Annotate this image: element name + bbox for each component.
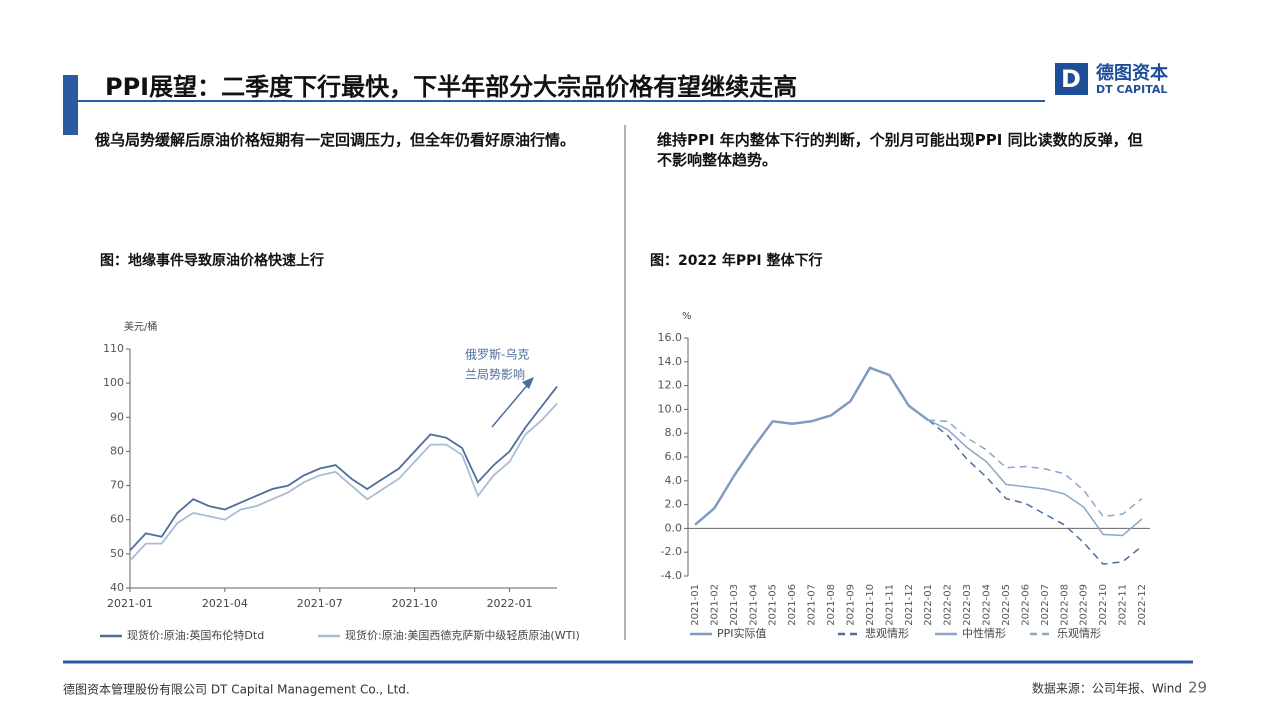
y-tick-label: 0.0 (665, 521, 683, 534)
left-text: 俄乌局势缓解后原油价格短期有一定回调压力，但全年仍看好原油行情。 (95, 131, 576, 149)
annotation: 俄罗斯-乌克 (465, 347, 529, 362)
legend-label: PPI实际值 (717, 626, 767, 640)
y-tick-label: 80 (110, 444, 124, 457)
right-text: 维持PPI 年内整体下行的判断，个别月可能出现PPI 同比读数的反弹，但不影响整… (657, 131, 1143, 169)
logo-cn: 德图资本 (1096, 62, 1168, 84)
series-line (927, 419, 1143, 537)
x-tick-label: 2022-01 (923, 584, 934, 626)
x-tick-label: 2021-01 (107, 597, 153, 610)
x-tick-label: 2022-04 (982, 584, 993, 626)
chart-title: 图：2022 年PPI 整体下行 (650, 252, 822, 269)
x-tick-label: 2021-11 (884, 584, 895, 626)
y-tick-label: 12.0 (658, 379, 683, 392)
y-tick-label: 14.0 (658, 355, 683, 368)
x-tick-label: 2022-10 (1098, 584, 1109, 626)
legend-label: 乐观情形 (1057, 627, 1101, 640)
y-tick-label: 60 (110, 513, 124, 526)
x-tick-label: 2022-07 (1040, 584, 1051, 626)
logo-en: DT CAPITAL (1096, 83, 1167, 96)
x-tick-label: 2021-05 (768, 584, 779, 626)
y-axis-label: 美元/桶 (124, 320, 157, 333)
x-tick-label: 2021-02 (709, 584, 720, 626)
arrow-head (522, 377, 534, 389)
slide-title: PPI展望：二季度下行最快，下半年部分大宗品价格有望继续走高 (105, 73, 797, 101)
y-tick-label: 50 (110, 547, 124, 560)
legend-label: 现货价:原油:英国布伦特Dtd (127, 628, 264, 642)
page-number: 29 (1188, 679, 1207, 697)
x-tick-label: 2021-03 (729, 584, 740, 626)
x-tick-label: 2022-02 (943, 584, 954, 626)
x-tick-label: 2021-12 (904, 584, 915, 626)
x-tick-label: 2022-05 (1001, 584, 1012, 626)
x-tick-label: 2022-01 (487, 597, 533, 610)
legend-label: 现货价:原油:美国西德克萨斯中级轻质原油(WTI) (345, 628, 580, 642)
y-tick-label: 10.0 (658, 402, 683, 415)
logo-letter: D (1061, 65, 1081, 93)
series-line (129, 386, 558, 552)
y-tick-label: 8.0 (665, 426, 683, 439)
x-tick-label: 2021-08 (826, 584, 837, 626)
y-tick-label: -4.0 (661, 569, 682, 582)
x-tick-label: 2022-11 (1118, 584, 1129, 626)
y-tick-label: 4.0 (665, 474, 683, 487)
logo-mark (1055, 63, 1088, 95)
title-accent (63, 75, 78, 135)
x-tick-label: 2022-12 (1137, 584, 1148, 626)
legend-label: 悲观情形 (865, 626, 909, 640)
series-line (129, 402, 558, 562)
x-tick-label: 2022-03 (962, 584, 973, 626)
x-tick-label: 2022-08 (1059, 584, 1070, 626)
x-tick-label: 2021-04 (202, 597, 248, 610)
annotation-arrow (491, 381, 531, 428)
x-tick-label: 2021-10 (392, 597, 438, 610)
x-tick-label: 2021-10 (865, 584, 876, 626)
y-tick-label: 2.0 (665, 498, 683, 511)
x-tick-label: 2022-09 (1079, 584, 1090, 626)
y-tick-label: 70 (110, 479, 124, 492)
x-tick-label: 2022-06 (1020, 584, 1031, 626)
series-line (927, 419, 1143, 565)
x-tick-label: 2021-09 (845, 584, 856, 626)
annotation: 兰局势影响 (465, 367, 525, 382)
footer-source: 数据来源：公司年报、Wind (1032, 681, 1182, 696)
series-line (694, 366, 929, 526)
y-tick-label: 100 (103, 376, 124, 389)
y-tick-label: 110 (103, 342, 124, 355)
y-tick-label: -2.0 (661, 545, 682, 558)
x-tick-label: 2021-06 (787, 584, 798, 626)
chart-title: 图：地缘事件导致原油价格快速上行 (100, 252, 324, 269)
x-tick-label: 2021-07 (807, 584, 818, 626)
y-tick-label: 6.0 (665, 450, 683, 463)
x-tick-label: 2021-01 (690, 584, 701, 626)
series-line (928, 419, 1143, 518)
y-axis-label: % (682, 311, 692, 322)
x-tick-label: 2021-07 (297, 597, 343, 610)
y-tick-label: 40 (110, 581, 124, 594)
y-tick-label: 90 (110, 410, 124, 423)
y-tick-label: 16.0 (658, 331, 683, 344)
footer-company: 德图资本管理股份有限公司 DT Capital Management Co., … (63, 682, 410, 697)
x-tick-label: 2021-04 (748, 584, 759, 626)
legend-label: 中性情形 (962, 626, 1006, 640)
